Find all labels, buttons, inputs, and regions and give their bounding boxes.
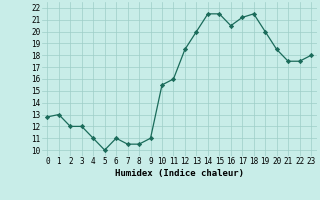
X-axis label: Humidex (Indice chaleur): Humidex (Indice chaleur) xyxy=(115,169,244,178)
